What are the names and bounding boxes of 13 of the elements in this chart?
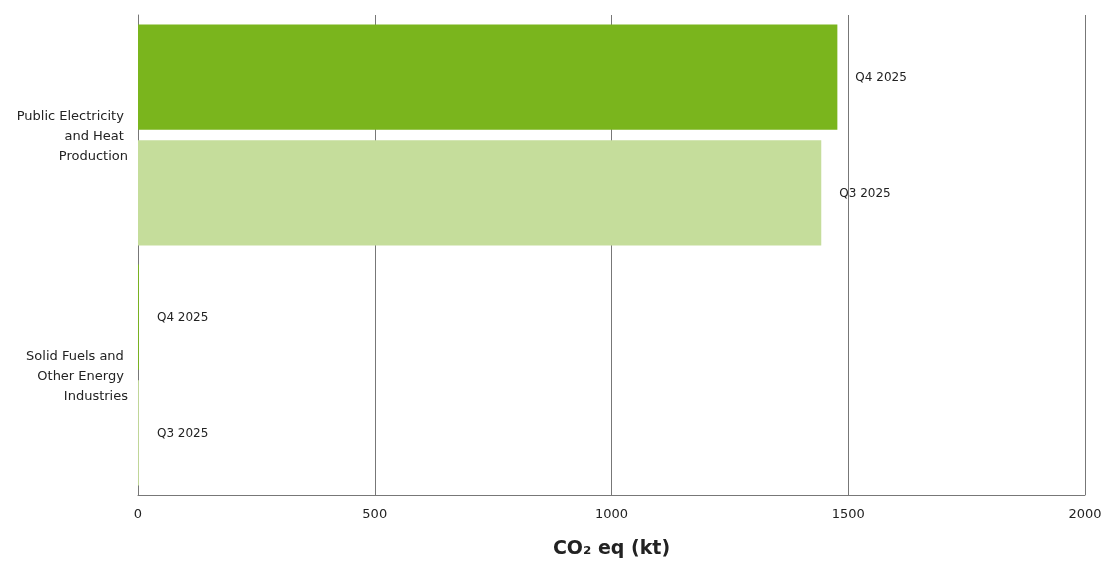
x-tick-label: 500 (362, 506, 388, 521)
series-label: Q4 2025 (855, 70, 907, 85)
y-tick-label: Public Electricity and Heat Production (16, 107, 128, 163)
x-tick-label: 0 (133, 506, 143, 521)
x-axis-title: CO₂ eq (kt) (552, 535, 671, 558)
x-tick-label: 1000 (594, 506, 629, 521)
bar (138, 24, 838, 130)
x-tick-label: 2000 (1068, 506, 1102, 521)
x-tick-label: 1500 (831, 506, 865, 521)
bar (138, 140, 822, 246)
text: Q3 2025 (156, 425, 209, 440)
text: Q4 2025 (156, 310, 209, 325)
y-tick-label: Solid Fuels and Other Energy Industries (26, 347, 129, 403)
